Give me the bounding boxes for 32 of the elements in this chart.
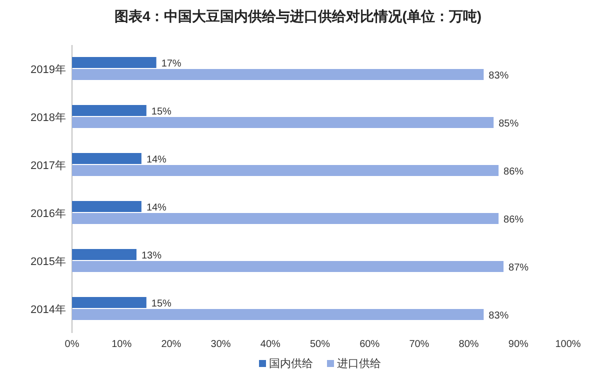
data-label: 14% bbox=[146, 154, 167, 166]
data-label: 83% bbox=[488, 70, 509, 82]
x-tick-label: 70% bbox=[409, 339, 430, 350]
y-tick-label: 2014年 bbox=[30, 304, 66, 316]
x-tick-label: 60% bbox=[360, 339, 380, 350]
x-tick-label: 0% bbox=[64, 339, 80, 350]
data-label: 15% bbox=[151, 106, 172, 118]
x-tick-label: 50% bbox=[310, 339, 330, 350]
data-label: 86% bbox=[504, 166, 524, 178]
data-label: 15% bbox=[151, 298, 172, 310]
y-tick-label: 2019年 bbox=[30, 64, 66, 76]
x-tick-label: 20% bbox=[161, 339, 182, 350]
y-tick-label: 2015年 bbox=[30, 256, 66, 268]
title: 图表4：中国大豆国内供给与进口供给对比情况(单位：万吨) bbox=[114, 8, 482, 24]
x-tick-label: 90% bbox=[508, 339, 529, 350]
data-label: 86% bbox=[504, 214, 524, 226]
data-label: 14% bbox=[146, 202, 167, 214]
y-tick-label: 2016年 bbox=[30, 208, 66, 220]
x-tick-label: 10% bbox=[112, 339, 132, 350]
legend-label: 国内供给 bbox=[269, 357, 313, 370]
x-tick-label: 80% bbox=[458, 339, 479, 350]
y-tick-label: 2017年 bbox=[30, 160, 66, 172]
data-label: 87% bbox=[508, 262, 529, 274]
x-tick-label: 30% bbox=[210, 339, 231, 350]
x-tick-label: 100% bbox=[555, 339, 581, 350]
x-tick-label: 40% bbox=[260, 339, 281, 350]
data-label: 13% bbox=[141, 250, 162, 262]
y-tick-label: 2018年 bbox=[30, 112, 66, 124]
data-label: 83% bbox=[488, 310, 509, 322]
legend-label: 进口供给 bbox=[337, 357, 381, 370]
data-label: 85% bbox=[498, 118, 519, 130]
data-label: 17% bbox=[161, 58, 182, 70]
